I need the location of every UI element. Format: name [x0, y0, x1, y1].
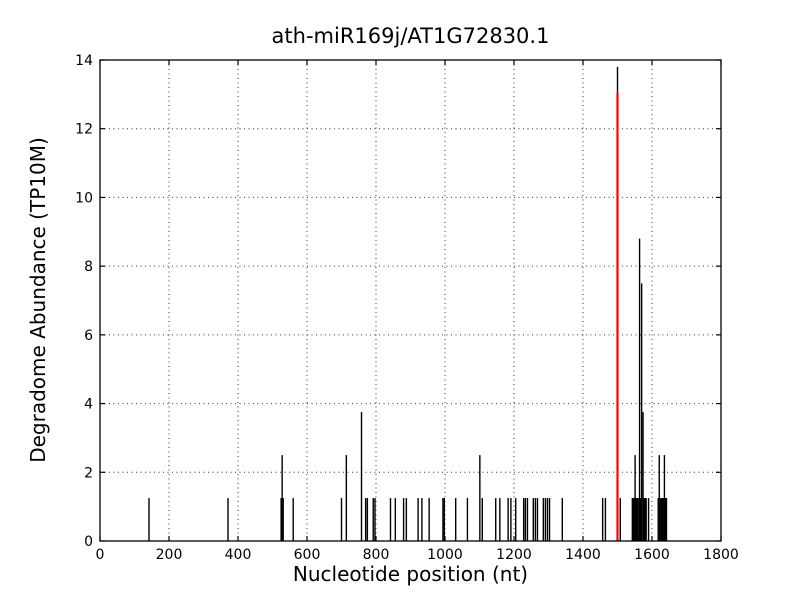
y-tick-label: 8: [84, 259, 93, 275]
x-tick-label: 600: [294, 547, 321, 563]
x-tick-label: 0: [96, 547, 105, 563]
y-axis-label: Degradome Abundance (TP10M): [26, 137, 50, 463]
x-tick-label: 200: [156, 547, 183, 563]
y-tick-label: 6: [84, 328, 93, 344]
x-tick-label: 1400: [565, 547, 601, 563]
x-tick-label: 1600: [634, 547, 670, 563]
x-tick-label: 1000: [427, 547, 463, 563]
x-tick-label: 1800: [703, 547, 739, 563]
x-axis-label: Nucleotide position (nt): [292, 562, 529, 586]
x-tick-label: 400: [225, 547, 252, 563]
y-tick-label: 12: [75, 122, 93, 138]
y-tick-label: 2: [84, 465, 93, 481]
y-tick-label: 10: [75, 190, 93, 206]
y-tick-label: 14: [75, 53, 93, 69]
plot-frame: [99, 59, 722, 542]
y-tick-label: 4: [84, 397, 93, 413]
y-tick-label: 0: [84, 534, 93, 550]
chart-title: ath-miR169j/AT1G72830.1: [271, 24, 550, 48]
x-tick-label: 800: [363, 547, 390, 563]
x-tick-label: 1200: [496, 547, 532, 563]
